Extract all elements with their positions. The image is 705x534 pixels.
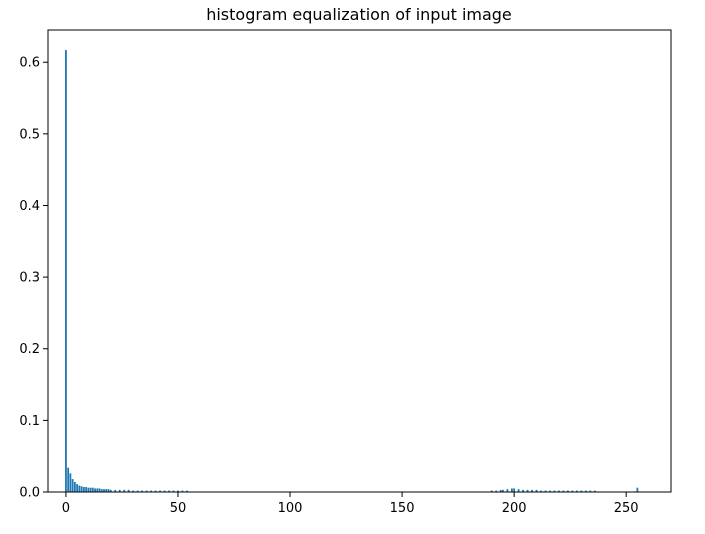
histogram-bar (78, 485, 81, 492)
y-tick-label: 0.3 (19, 271, 40, 286)
histogram-bar (91, 487, 94, 492)
x-tick-label: 250 (614, 501, 639, 516)
histogram-bar (186, 490, 188, 492)
histogram-bar (73, 481, 76, 492)
histogram-bar (571, 490, 574, 492)
y-tick-label: 0.5 (19, 127, 40, 142)
histogram-bar (132, 490, 135, 492)
histogram-bar (67, 467, 70, 492)
histogram-bar (549, 490, 551, 492)
histogram-bar (89, 487, 92, 492)
histogram-bar (145, 490, 148, 492)
histogram-bar (109, 489, 112, 492)
histogram-bar (141, 490, 144, 492)
histogram-bar (118, 489, 121, 492)
histogram-bar (510, 488, 513, 492)
x-axis: 0 50 100 150 200 250 (62, 492, 639, 516)
histogram-bar (522, 489, 524, 492)
plot-frame (47, 29, 672, 493)
histogram-bar (123, 489, 126, 492)
x-tick-label: 0 (62, 501, 70, 516)
histogram-bar (103, 489, 105, 492)
histogram-bar (567, 490, 569, 492)
histogram-bar (495, 490, 498, 492)
histogram-bar (558, 490, 560, 492)
histogram-bar (513, 488, 516, 492)
histogram-bar (80, 486, 83, 492)
histogram-bar (181, 490, 184, 492)
histogram-bar (575, 490, 578, 492)
histogram-bar (540, 490, 542, 492)
y-tick-label: 0.4 (19, 199, 40, 214)
histogram-bar (584, 490, 587, 492)
chart-title: histogram equalization of input image (206, 5, 512, 24)
histogram-bar (98, 488, 101, 492)
histogram-bar (562, 490, 565, 492)
y-tick-label: 0.6 (19, 56, 40, 71)
histogram-bar (65, 50, 67, 492)
x-tick-label: 100 (278, 501, 303, 516)
histogram-bar (517, 489, 520, 492)
histogram-bar (107, 489, 110, 492)
bars-group (65, 50, 639, 492)
y-tick-label: 0.1 (19, 414, 40, 429)
histogram-bar (136, 490, 139, 492)
histogram-bar (127, 489, 130, 492)
histogram-bar (69, 473, 72, 492)
histogram-bar (535, 489, 538, 492)
histogram-bar (168, 490, 170, 492)
histogram-bar (96, 488, 99, 492)
histogram-bar (159, 490, 161, 492)
histogram-bar (177, 490, 179, 492)
x-tick-label: 150 (390, 501, 415, 516)
histogram-bar (506, 489, 509, 492)
histogram-bar (100, 489, 103, 492)
histogram-bar (502, 489, 504, 492)
histogram-bar (163, 490, 166, 492)
histogram-bar (553, 490, 556, 492)
histogram-bar (105, 489, 108, 492)
x-tick-label: 200 (502, 501, 527, 516)
histogram-bar (154, 490, 157, 492)
y-tick-label: 0.2 (19, 342, 40, 357)
histogram-bar (544, 490, 547, 492)
histogram-bar (71, 479, 74, 492)
y-axis: 0.0 0.1 0.2 0.3 0.4 0.5 0.6 (19, 56, 48, 501)
histogram-bar (499, 489, 502, 492)
histogram-bar (531, 489, 533, 492)
histogram-bar (172, 490, 175, 492)
histogram-bar (87, 487, 90, 492)
y-tick-label: 0.0 (19, 486, 40, 501)
histogram-bar (490, 490, 493, 492)
histogram-bar (82, 486, 85, 492)
histogram-bar (580, 490, 583, 492)
histogram-bar (526, 489, 529, 492)
histogram-bar (76, 484, 79, 492)
histogram-bar (114, 489, 117, 492)
histogram-bar (636, 487, 639, 492)
histogram-bar (593, 490, 596, 492)
histogram-bar (85, 486, 87, 492)
x-tick-label: 50 (170, 501, 187, 516)
histogram-bar (150, 490, 152, 492)
histogram-bar (94, 488, 96, 492)
histogram-bar (589, 490, 592, 492)
